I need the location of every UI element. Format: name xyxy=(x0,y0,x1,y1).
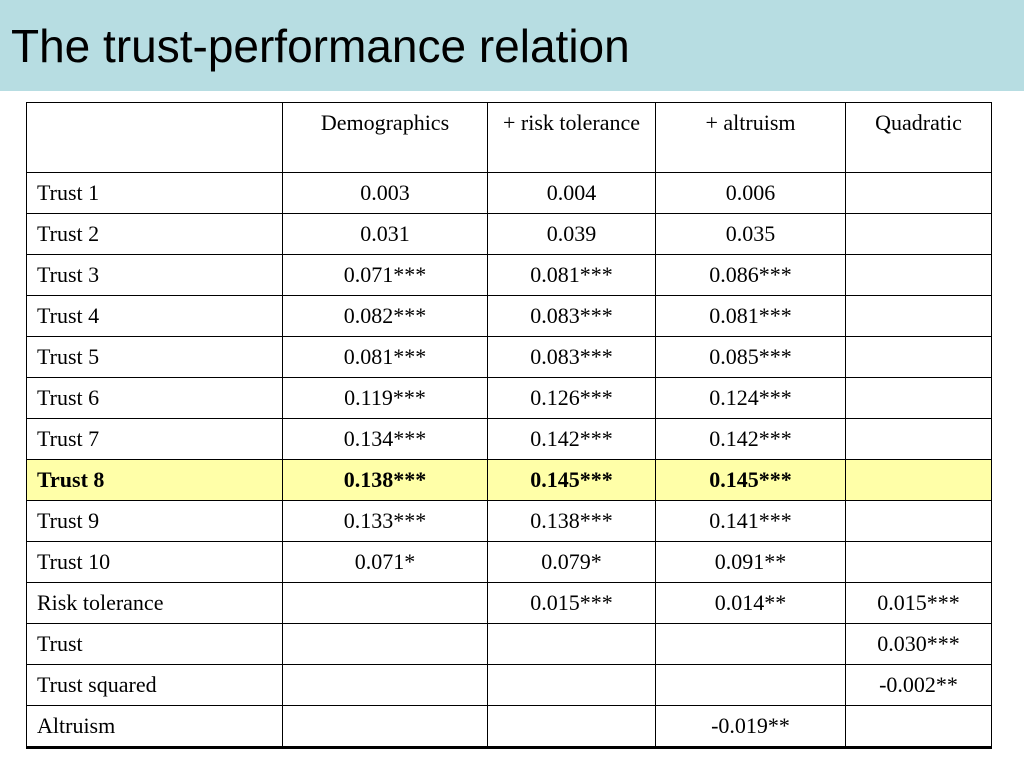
table-cell xyxy=(282,582,488,624)
table-row: Trust 6 0.119*** 0.126*** 0.124*** xyxy=(26,377,992,419)
header-row: Demographics + risk tolerance + altruism… xyxy=(26,102,992,173)
table-cell: 0.014** xyxy=(655,582,846,624)
table-cell: 0.091** xyxy=(655,541,846,583)
table-cell: 0.082*** xyxy=(282,295,488,337)
table-cell: 0.015*** xyxy=(487,582,656,624)
table-row: Trust 2 0.031 0.039 0.035 xyxy=(26,213,992,255)
table-cell xyxy=(845,254,992,296)
table-cell: 0.083*** xyxy=(487,336,656,378)
table-row: Trust 3 0.071*** 0.081*** 0.086*** xyxy=(26,254,992,296)
table-cell xyxy=(845,705,992,749)
table-row: Trust 8 0.138*** 0.145*** 0.145*** xyxy=(26,459,992,501)
table-cell: -0.002** xyxy=(845,664,992,706)
table-cell xyxy=(845,459,992,501)
table-cell: 0.015*** xyxy=(845,582,992,624)
table-cell: 0.030*** xyxy=(845,623,992,665)
table-cell: 0.081*** xyxy=(487,254,656,296)
table-row: Trust 9 0.133*** 0.138*** 0.141*** xyxy=(26,500,992,542)
table-cell: -0.019** xyxy=(655,705,846,749)
results-table-container: Demographics + risk tolerance + altruism… xyxy=(26,102,992,749)
table-cell xyxy=(845,213,992,255)
table-cell: 0.006 xyxy=(655,172,846,214)
table-cell: 0.142*** xyxy=(655,418,846,460)
table-row: Trust 7 0.134*** 0.142*** 0.142*** xyxy=(26,418,992,460)
table-cell: 0.119*** xyxy=(282,377,488,419)
table-cell xyxy=(845,418,992,460)
row-label: Trust 4 xyxy=(26,295,283,337)
table-cell xyxy=(655,664,846,706)
row-label: Trust 7 xyxy=(26,418,283,460)
header-cell-altruism: + altruism xyxy=(655,102,846,173)
table-cell xyxy=(845,500,992,542)
table-cell: 0.085*** xyxy=(655,336,846,378)
row-label: Trust 3 xyxy=(26,254,283,296)
table-cell: 0.145*** xyxy=(655,459,846,501)
row-label: Trust 6 xyxy=(26,377,283,419)
table-cell xyxy=(845,377,992,419)
table-cell xyxy=(655,623,846,665)
header-cell-demographics: Demographics xyxy=(282,102,488,173)
table-cell xyxy=(845,336,992,378)
table-row: Trust 5 0.081*** 0.083*** 0.085*** xyxy=(26,336,992,378)
table-cell: 0.039 xyxy=(487,213,656,255)
table-row: Trust 1 0.003 0.004 0.006 xyxy=(26,172,992,214)
slide-title: The trust-performance relation xyxy=(11,20,630,72)
row-label: Risk tolerance xyxy=(26,582,283,624)
table-cell: 0.081*** xyxy=(282,336,488,378)
table-cell: 0.142*** xyxy=(487,418,656,460)
table-cell xyxy=(487,664,656,706)
table-cell: 0.004 xyxy=(487,172,656,214)
table-cell xyxy=(845,295,992,337)
table-cell: 0.138*** xyxy=(282,459,488,501)
table-cell: 0.079* xyxy=(487,541,656,583)
table-cell xyxy=(845,541,992,583)
row-label: Trust 9 xyxy=(26,500,283,542)
row-label: Trust 8 xyxy=(26,459,283,501)
table-row: Trust squared -0.002** xyxy=(26,664,992,706)
table-cell xyxy=(845,172,992,214)
table-cell: 0.141*** xyxy=(655,500,846,542)
table-cell: 0.083*** xyxy=(487,295,656,337)
row-label: Trust 10 xyxy=(26,541,283,583)
row-label: Trust squared xyxy=(26,664,283,706)
header-cell-quadratic: Quadratic xyxy=(845,102,992,173)
table-row: Risk tolerance 0.015*** 0.014** 0.015*** xyxy=(26,582,992,624)
results-table: Demographics + risk tolerance + altruism… xyxy=(26,102,992,749)
table-cell: 0.086*** xyxy=(655,254,846,296)
table-row: Trust 0.030*** xyxy=(26,623,992,665)
table-row: Altruism -0.019** xyxy=(26,705,992,749)
table-cell xyxy=(282,623,488,665)
table-row: Trust 4 0.082*** 0.083*** 0.081*** xyxy=(26,295,992,337)
table-cell xyxy=(282,705,488,749)
table-cell: 0.031 xyxy=(282,213,488,255)
table-body: Trust 1 0.003 0.004 0.006 Trust 2 0.031 0.039 0… xyxy=(26,172,992,749)
table-cell xyxy=(282,664,488,706)
row-label: Altruism xyxy=(26,705,283,749)
table-cell: 0.133*** xyxy=(282,500,488,542)
table-header: Demographics + risk tolerance + altruism… xyxy=(26,102,992,173)
table-cell: 0.124*** xyxy=(655,377,846,419)
title-band: The trust-performance relation xyxy=(0,0,1024,91)
table-cell: 0.145*** xyxy=(487,459,656,501)
table-cell: 0.071*** xyxy=(282,254,488,296)
row-label: Trust 2 xyxy=(26,213,283,255)
row-label: Trust 1 xyxy=(26,172,283,214)
row-label: Trust xyxy=(26,623,283,665)
table-cell: 0.003 xyxy=(282,172,488,214)
table-cell: 0.134*** xyxy=(282,418,488,460)
table-cell: 0.081*** xyxy=(655,295,846,337)
table-cell: 0.126*** xyxy=(487,377,656,419)
header-cell-blank xyxy=(26,102,283,173)
header-cell-risk-tolerance: + risk tolerance xyxy=(487,102,656,173)
table-cell xyxy=(487,705,656,749)
table-cell: 0.071* xyxy=(282,541,488,583)
table-cell: 0.138*** xyxy=(487,500,656,542)
table-cell: 0.035 xyxy=(655,213,846,255)
row-label: Trust 5 xyxy=(26,336,283,378)
table-cell xyxy=(487,623,656,665)
table-row: Trust 10 0.071* 0.079* 0.091** xyxy=(26,541,992,583)
